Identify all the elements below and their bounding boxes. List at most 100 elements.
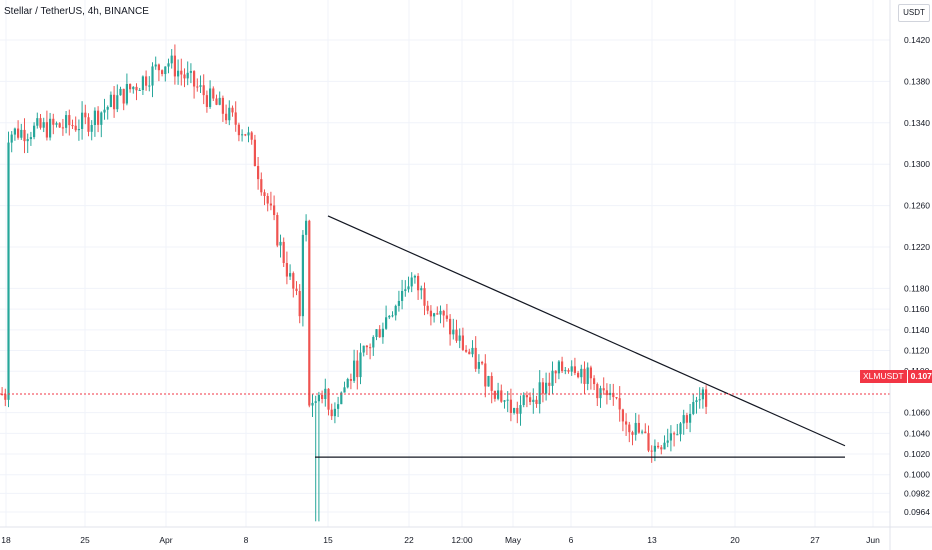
candle [71, 119, 74, 129]
candle [314, 395, 317, 522]
candle [493, 390, 496, 402]
candle [58, 122, 61, 128]
time-tick-label: 15 [323, 535, 333, 545]
candle [292, 271, 295, 298]
candle [625, 413, 628, 436]
descending-resistance-line[interactable] [327, 215, 846, 447]
candle [634, 412, 637, 441]
candle [129, 83, 132, 93]
candle [378, 325, 381, 338]
candle [369, 343, 372, 360]
candle [167, 58, 170, 74]
candle [340, 391, 343, 405]
symbol-label: XLMUSDT [860, 370, 907, 383]
candle [161, 69, 164, 77]
candle [81, 101, 84, 140]
candle [676, 423, 679, 436]
candle [586, 362, 589, 391]
candle [26, 133, 29, 153]
price-tick-label: 0.0982 [904, 488, 930, 498]
candle [186, 61, 189, 86]
candle [650, 445, 653, 463]
candle [52, 113, 55, 135]
price-tick-label: 0.1260 [904, 201, 930, 211]
candle [279, 234, 282, 258]
candle [151, 62, 154, 98]
candle [260, 172, 263, 196]
candle [244, 133, 247, 137]
candle [529, 392, 532, 406]
candle [103, 98, 106, 120]
candle [631, 430, 634, 446]
candle [669, 425, 672, 452]
time-tick-label: May [505, 535, 522, 545]
candle [237, 122, 240, 142]
candle [413, 274, 416, 284]
candle [458, 328, 461, 349]
candle [477, 354, 480, 374]
candle [602, 377, 605, 395]
candle [84, 104, 87, 125]
candle [365, 344, 368, 356]
candle [74, 116, 77, 132]
price-value: 0.1078 [906, 370, 932, 383]
time-tick-label: 25 [80, 535, 90, 545]
candle [429, 305, 432, 326]
candle [657, 442, 660, 449]
candle [532, 388, 535, 414]
candle [404, 280, 407, 297]
price-tick-label: 0.1300 [904, 159, 930, 169]
trendlines[interactable] [315, 215, 846, 458]
candle [513, 407, 516, 415]
candle [289, 264, 292, 280]
candle [445, 303, 448, 322]
candle [426, 300, 429, 315]
time-axis[interactable]: 18 25 Apr 8 15 22 12:00 May 6 13 20 27 Jun [0, 526, 932, 545]
candle [548, 372, 551, 396]
candle [689, 403, 692, 433]
candle [196, 78, 199, 92]
candle [391, 311, 394, 318]
candle [170, 49, 173, 69]
candlestick-series [1, 44, 708, 522]
currency-button[interactable]: USDT [898, 4, 930, 22]
candle [359, 343, 362, 385]
candle [349, 373, 352, 390]
candle [442, 309, 445, 328]
candle [1, 387, 4, 396]
candle [538, 370, 541, 414]
candle [580, 364, 583, 384]
chart-title: Stellar / TetherUS, 4h, BINANCE [4, 6, 149, 17]
candle [93, 107, 96, 137]
candle [439, 305, 442, 324]
candle [61, 118, 64, 136]
time-tick-label: 18 [1, 535, 11, 545]
candle [397, 290, 400, 312]
candle [471, 340, 474, 358]
candle [138, 87, 141, 91]
candle [100, 111, 103, 138]
candle [401, 279, 404, 310]
candle [295, 281, 298, 296]
candle [119, 86, 122, 96]
last-price-label: XLMUSDT 0.1078 [860, 370, 932, 383]
candle [346, 377, 349, 389]
candle [145, 70, 148, 91]
price-axis[interactable]: 0.1420 0.1380 0.1340 0.1300 0.1260 0.1220 0.11… [889, 0, 930, 550]
candle [183, 68, 186, 88]
candle [420, 285, 423, 300]
time-tick-label: 22 [404, 535, 414, 545]
candle [503, 399, 506, 409]
candle [599, 385, 602, 408]
candle [525, 391, 528, 408]
candle [205, 90, 208, 113]
time-tick-label: 8 [244, 535, 249, 545]
price-tick-label: 0.1000 [904, 470, 930, 480]
candle [522, 392, 525, 408]
candle [615, 397, 618, 400]
candle [17, 120, 20, 140]
candle [301, 230, 304, 327]
candle [125, 73, 128, 106]
candle [247, 126, 250, 143]
